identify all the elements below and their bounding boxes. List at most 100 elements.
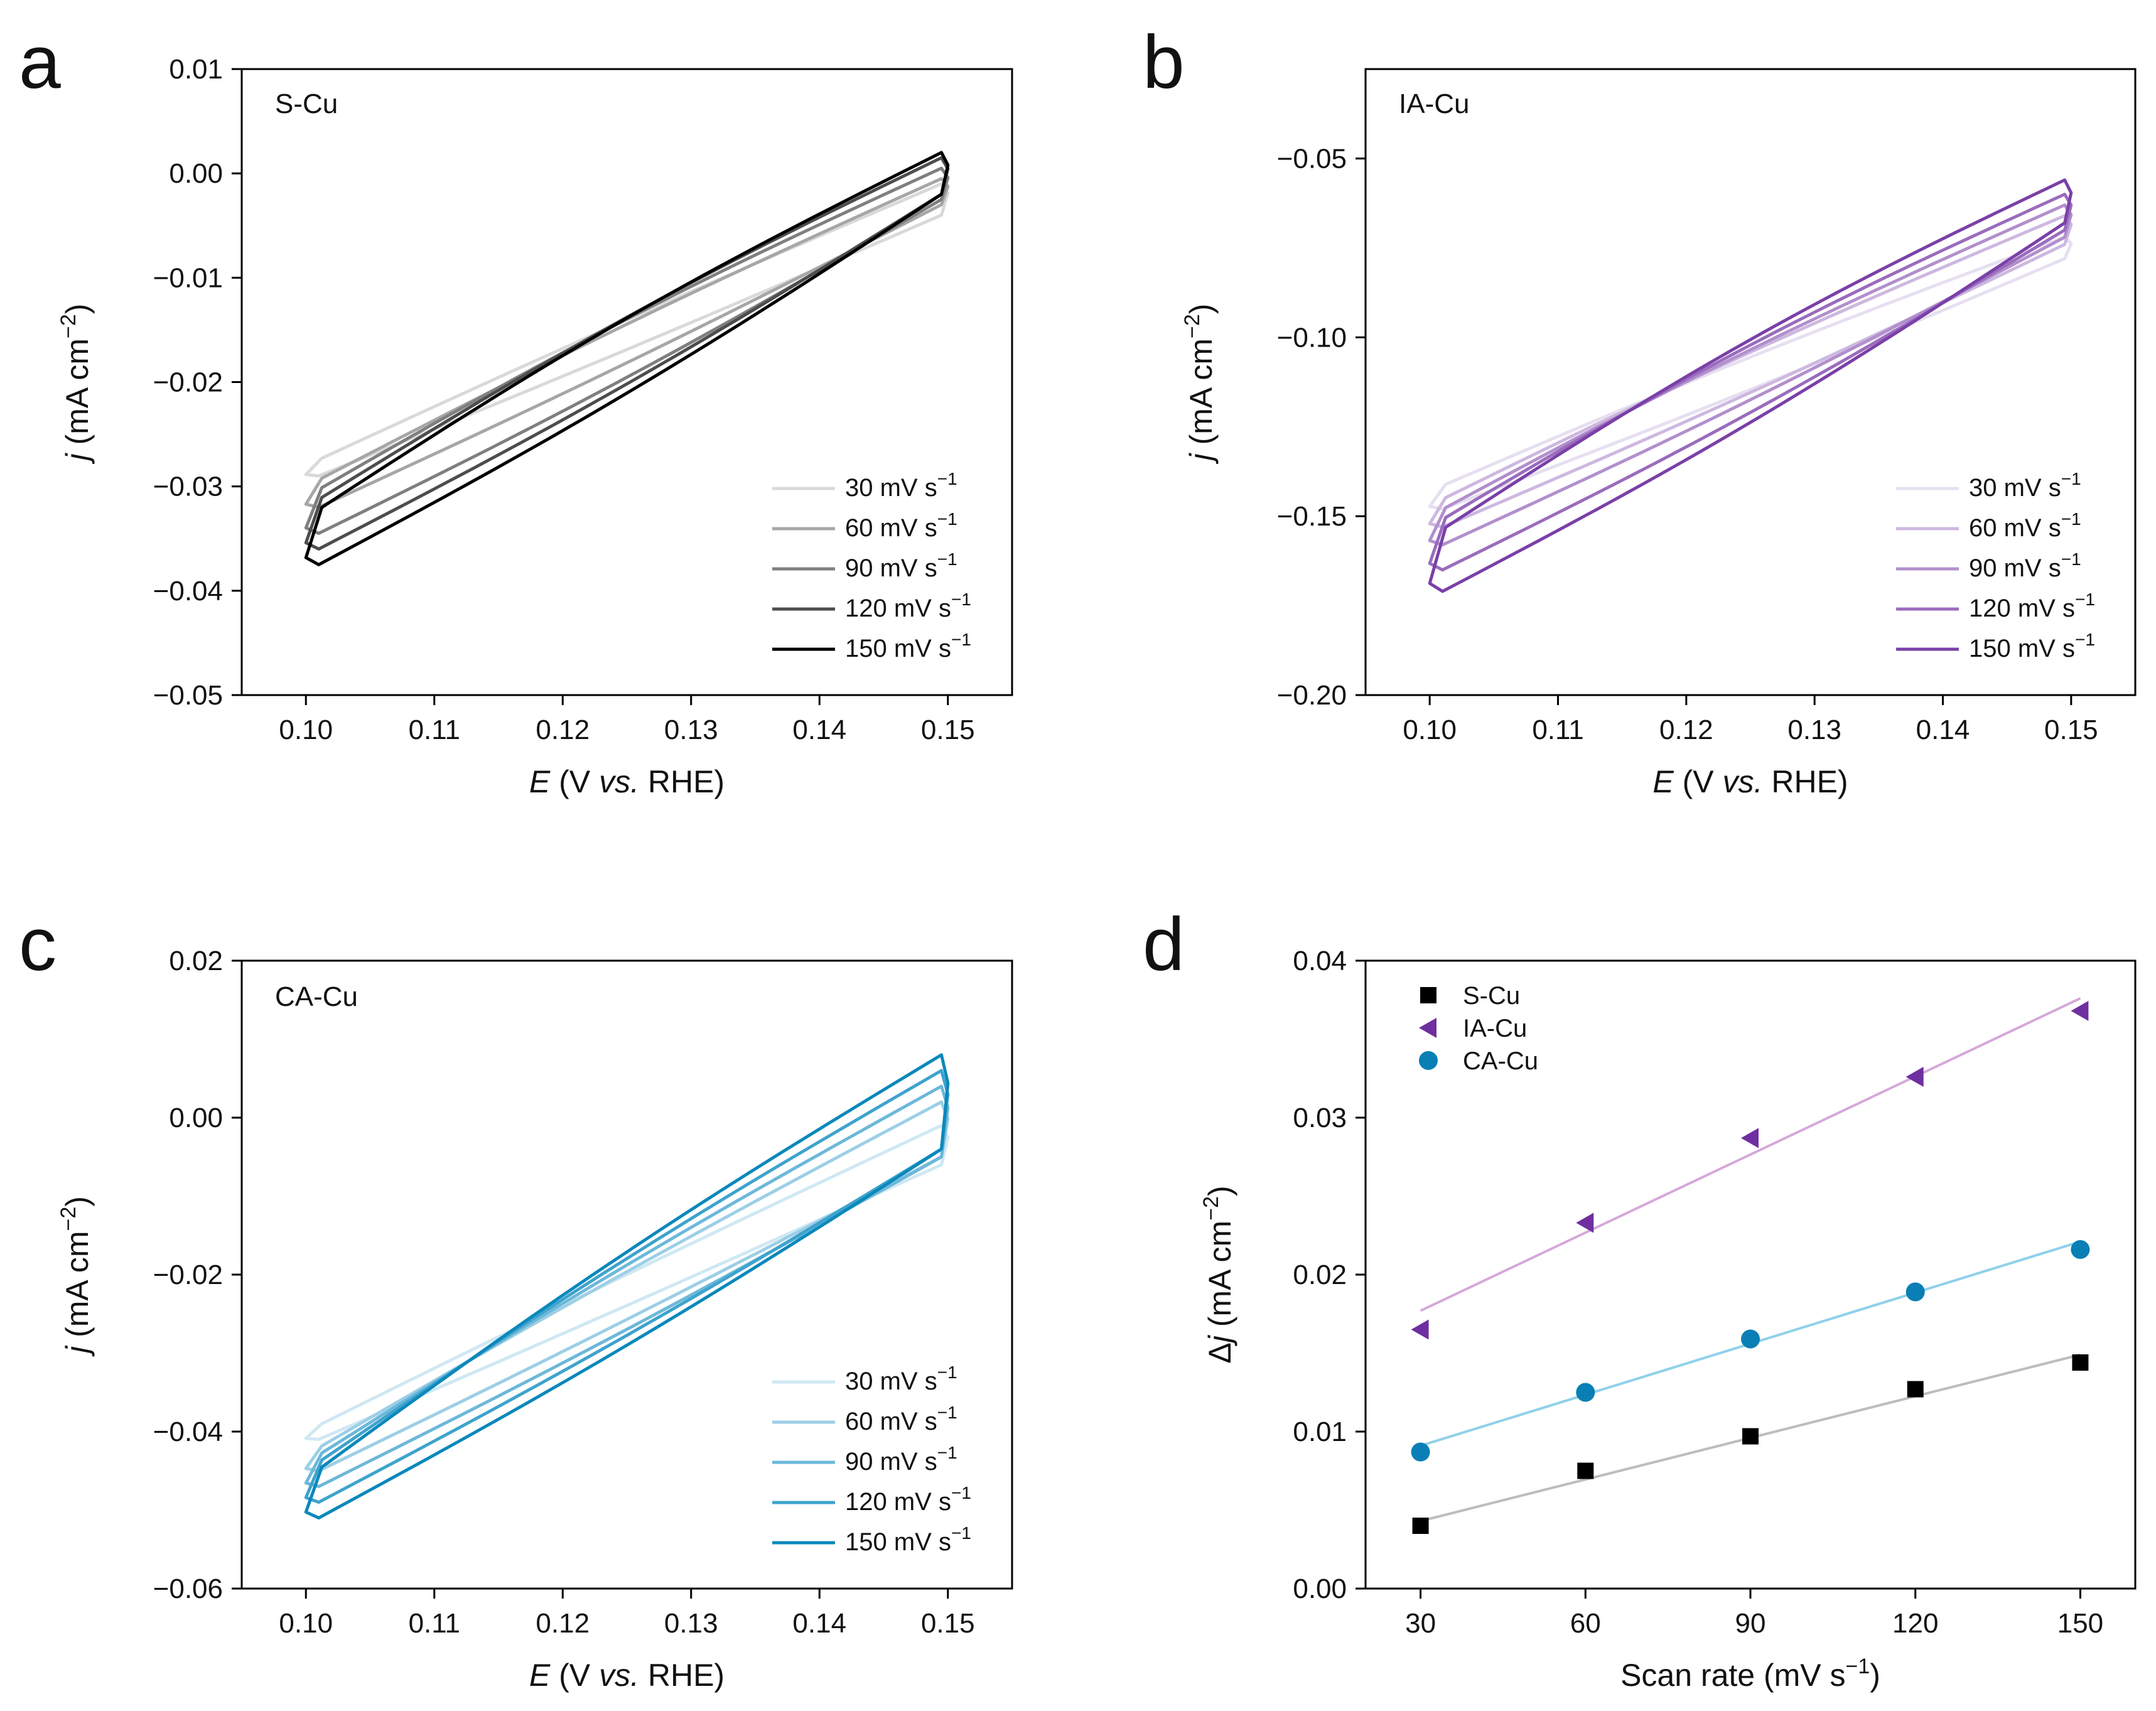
y-axis-title: j (mA cm−2) <box>57 304 95 465</box>
y-tick-label: −0.03 <box>153 472 223 502</box>
panel-a-cv-scu: 0.10 0.11 0.12 0.13 0.14 0.15 0.01 0.00 −0.01 −0.… <box>57 54 1013 799</box>
x-axis-title: E (V vs. RHE) <box>529 764 725 799</box>
y-tick-label: −0.10 <box>1277 322 1347 353</box>
data-point-s-cu <box>1577 1462 1594 1479</box>
data-point-s-cu <box>1412 1518 1429 1534</box>
data-point-ca-cu <box>1905 1282 1925 1302</box>
legend-label: 150 mV s−1 <box>845 630 971 662</box>
panel-letter-b: b <box>1143 20 1185 104</box>
data-point-ia-cu <box>1741 1128 1759 1148</box>
panel-c-cv-cacu: 0.10 0.11 0.12 0.13 0.14 0.15 0.02 0.00 −0.02 −0.… <box>57 946 1013 1693</box>
y-tick-label: 0.02 <box>169 946 223 976</box>
legend-label: 30 mV s−1 <box>1969 469 2081 502</box>
legend-label: 30 mV s−1 <box>845 469 957 502</box>
x-tick-label: 0.12 <box>536 715 590 745</box>
x-axis-title: Scan rate (mV s−1) <box>1620 1654 1880 1693</box>
x-tick-label: 0.13 <box>664 715 718 745</box>
x-tick-label: 0.11 <box>409 715 460 745</box>
inset-sample-label: IA-Cu <box>1399 89 1469 119</box>
y-axis-title: j (mA cm−2) <box>1180 304 1219 465</box>
y-tick-label: −0.05 <box>1277 143 1347 174</box>
x-axis-title: E (V vs. RHE) <box>1652 764 1848 799</box>
x-tick-label: 90 <box>1735 1608 1766 1639</box>
cv-loop-1 <box>1428 235 2073 511</box>
inset-sample-label: S-Cu <box>275 89 338 119</box>
x-tick-label: 0.14 <box>792 715 846 745</box>
y-tick-label: −0.02 <box>153 367 223 398</box>
legend-marker <box>1420 987 1436 1003</box>
legend-label: 120 mV s−1 <box>845 590 971 622</box>
data-point-ca-cu <box>2071 1240 2090 1259</box>
cv-loop-5 <box>1428 178 2073 593</box>
data-point-ca-cu <box>1411 1442 1430 1462</box>
inset-sample-label: CA-Cu <box>275 981 358 1012</box>
data-point-ca-cu <box>1741 1329 1760 1349</box>
y-tick-label: 0.00 <box>169 158 223 189</box>
data-point-ia-cu <box>1411 1319 1429 1340</box>
panel-b-cv-iacu: 0.10 0.11 0.12 0.13 0.14 0.15 −0.05 −0.10 −0.15 −… <box>1180 68 2137 799</box>
cv-loop-5 <box>304 151 950 566</box>
panel-letter-c: c <box>19 902 57 986</box>
y-tick-label: 0.00 <box>169 1103 223 1133</box>
y-tick-label: −0.04 <box>153 1417 223 1447</box>
legend-label: 60 mV s−1 <box>1969 509 2081 542</box>
legend-marker <box>1419 1051 1438 1070</box>
x-tick-label: 0.13 <box>664 1608 718 1639</box>
y-tick-label: 0.03 <box>1293 1103 1347 1133</box>
data-point-ia-cu <box>1576 1212 1594 1233</box>
x-tick-label: 0.15 <box>2044 715 2098 745</box>
legend-label: 60 mV s−1 <box>845 1403 957 1435</box>
y-tick-label: 0.00 <box>1293 1573 1347 1604</box>
legend-label: 150 mV s−1 <box>845 1523 971 1556</box>
y-axis-title: Δj (mA cm−2) <box>1199 1185 1237 1363</box>
data-point-ia-cu <box>2071 1001 2089 1021</box>
cv-loop-4 <box>1428 192 2073 572</box>
x-tick-label: 150 <box>2057 1608 2103 1639</box>
x-tick-label: 0.13 <box>1787 715 1841 745</box>
legend-marker <box>1419 1018 1436 1038</box>
y-tick-label: −0.05 <box>153 680 223 711</box>
panel-letter-a: a <box>19 20 61 104</box>
fit-line-ia-cu <box>1420 997 2081 1312</box>
x-tick-label: 0.10 <box>279 715 333 745</box>
panel-letter-d: d <box>1143 902 1185 986</box>
data-point-ca-cu <box>1576 1383 1595 1402</box>
cv-loop-1 <box>304 182 950 478</box>
legend-label: 90 mV s−1 <box>845 549 957 582</box>
legend-label: IA-Cu <box>1463 1015 1527 1042</box>
x-tick-label: 0.14 <box>792 1608 846 1639</box>
y-tick-label: −0.02 <box>153 1260 223 1290</box>
legend-label: 60 mV s−1 <box>845 509 957 542</box>
cv-loop-2 <box>304 177 950 509</box>
y-tick-label: −0.01 <box>153 262 223 293</box>
data-point-s-cu <box>2072 1354 2089 1371</box>
y-tick-label: 0.04 <box>1293 946 1347 976</box>
x-axis-title: E (V vs. RHE) <box>529 1658 725 1693</box>
data-point-s-cu <box>1742 1428 1759 1445</box>
legend-label: CA-Cu <box>1463 1047 1538 1075</box>
x-tick-label: 0.14 <box>1916 715 1970 745</box>
panel-d-scan-rate-plot: 30 60 90 120 150 0.04 0.03 0.02 0.01 0.00 S-Cu IA-C… <box>1199 946 2137 1693</box>
x-tick-label: 0.12 <box>536 1608 590 1639</box>
x-tick-label: 30 <box>1405 1608 1436 1639</box>
x-tick-label: 0.10 <box>1403 715 1457 745</box>
data-point-s-cu <box>1907 1381 1924 1398</box>
data-point-ia-cu <box>1905 1067 1924 1087</box>
legend-label: 90 mV s−1 <box>1969 549 2081 582</box>
legend-label: 120 mV s−1 <box>1969 590 2095 622</box>
x-tick-label: 0.12 <box>1659 715 1713 745</box>
y-tick-label: −0.15 <box>1277 501 1347 532</box>
x-tick-label: 0.15 <box>921 1608 975 1639</box>
x-tick-label: 120 <box>1892 1608 1938 1639</box>
x-tick-label: 60 <box>1570 1608 1601 1639</box>
x-tick-label: 0.10 <box>279 1608 333 1639</box>
y-tick-label: −0.06 <box>153 1573 223 1604</box>
cv-loop-5 <box>304 1053 950 1519</box>
legend-label: 150 mV s−1 <box>1969 630 2095 662</box>
y-tick-label: 0.01 <box>169 54 223 85</box>
legend-label: 120 mV s−1 <box>845 1483 971 1516</box>
y-tick-label: −0.04 <box>153 576 223 607</box>
y-tick-label: −0.20 <box>1277 680 1347 711</box>
y-tick-label: 0.02 <box>1293 1260 1347 1290</box>
